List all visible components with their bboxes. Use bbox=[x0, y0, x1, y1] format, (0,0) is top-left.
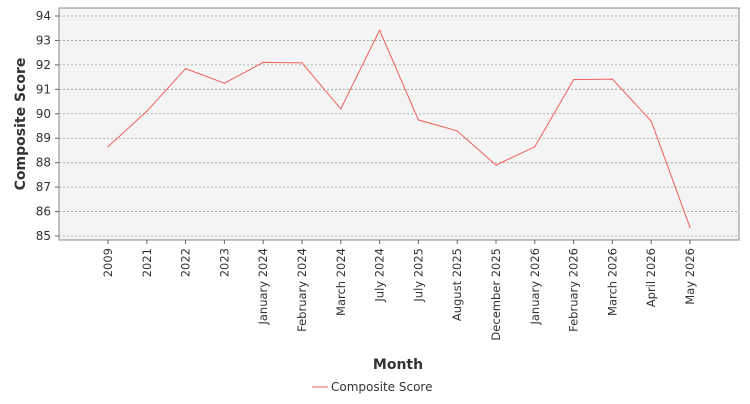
data-point bbox=[495, 164, 497, 166]
x-axis: 2009 2021 2022 2023 January 2024 February 202… bbox=[101, 240, 697, 341]
data-point bbox=[185, 67, 187, 70]
grid-lines bbox=[59, 15, 739, 237]
x-tick-label: 2009 bbox=[101, 248, 115, 277]
data-point bbox=[650, 120, 652, 122]
data-point bbox=[340, 108, 342, 110]
y-tick-label: 86 bbox=[36, 205, 51, 219]
data-point bbox=[456, 130, 458, 132]
series-lines bbox=[107, 29, 691, 229]
x-tick-label: March 2026 bbox=[605, 248, 619, 316]
data-point bbox=[262, 61, 264, 64]
data-point bbox=[146, 110, 148, 112]
y-tick-label: 85 bbox=[36, 229, 51, 243]
x-axis-label: Month bbox=[373, 357, 423, 373]
x-tick-label: March 2024 bbox=[334, 248, 348, 316]
data-point bbox=[689, 226, 691, 229]
x-tick-label: August 2025 bbox=[450, 248, 464, 321]
x-tick-label: July 2025 bbox=[411, 248, 425, 303]
y-tick-label: 90 bbox=[36, 107, 51, 121]
y-tick-label: 88 bbox=[36, 156, 51, 170]
data-point bbox=[107, 146, 109, 148]
x-tick-label: April 2026 bbox=[644, 248, 658, 307]
x-tick-label: December 2025 bbox=[489, 248, 503, 341]
plot-background bbox=[58, 7, 740, 241]
x-tick-label: January 2024 bbox=[256, 248, 270, 326]
x-tick-label: 2022 bbox=[179, 248, 193, 277]
x-tick-label: May 2026 bbox=[683, 248, 697, 305]
data-point bbox=[223, 82, 225, 84]
y-tick-label: 92 bbox=[36, 58, 51, 72]
legend-label: Composite Score bbox=[331, 380, 432, 394]
series-line-composite-score bbox=[107, 29, 691, 228]
x-tick-label: February 2026 bbox=[567, 248, 581, 332]
x-tick-label: 2023 bbox=[217, 248, 231, 277]
x-tick-label: July 2024 bbox=[373, 248, 387, 303]
y-tick-label: 89 bbox=[36, 131, 51, 145]
x-tick-label: 2021 bbox=[140, 248, 154, 277]
y-tick-label: 91 bbox=[36, 82, 51, 96]
y-tick-label: 94 bbox=[36, 9, 51, 23]
data-point bbox=[573, 78, 575, 81]
data-point bbox=[379, 29, 381, 31]
data-point bbox=[611, 78, 614, 80]
y-tick-label: 87 bbox=[36, 180, 51, 194]
data-point bbox=[301, 62, 303, 64]
y-axis-label: Composite Score bbox=[13, 58, 29, 191]
y-axis: 85 86 87 88 89 90 91 92 93 94 bbox=[36, 9, 59, 243]
legend: Composite Score bbox=[312, 380, 432, 394]
data-point bbox=[417, 119, 419, 121]
x-tick-label: February 2024 bbox=[295, 248, 309, 332]
data-point bbox=[534, 146, 536, 148]
y-tick-label: 93 bbox=[36, 33, 51, 47]
x-tick-label: January 2026 bbox=[528, 248, 542, 326]
